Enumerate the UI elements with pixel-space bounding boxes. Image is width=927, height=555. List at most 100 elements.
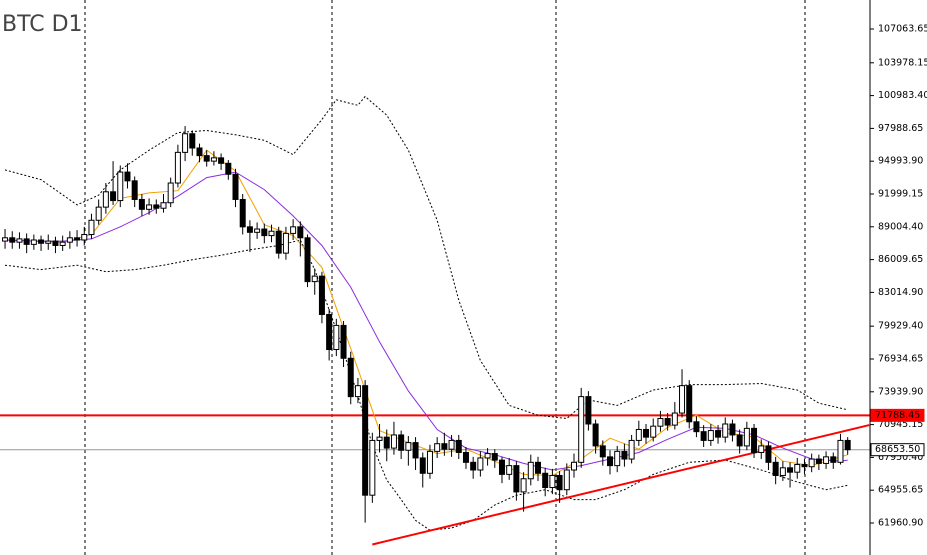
candle-body [2, 237, 9, 242]
band-line [4, 239, 848, 531]
price-axis-area [870, 0, 927, 555]
y-tick-label: 83014.90 [878, 287, 923, 298]
candle-body [138, 198, 145, 210]
candle-body [823, 456, 830, 464]
price-level-label: 71788.45 [875, 410, 920, 421]
candle-body [297, 226, 304, 239]
candle-body [679, 385, 686, 414]
candle-body [333, 324, 340, 351]
candle-body [239, 198, 246, 228]
candle-body [426, 450, 433, 474]
price-axis-labels: 107063.65 103978.15 100983.40 97988.65 94993… [870, 23, 927, 528]
candle-body [707, 430, 714, 441]
candle-body [268, 230, 275, 237]
candle-body [225, 162, 232, 175]
candle-body [383, 436, 390, 449]
candle-body [585, 396, 592, 425]
candle-body [38, 239, 45, 244]
candle-body [650, 425, 657, 438]
candle-body [830, 456, 837, 463]
candle-body [787, 467, 794, 473]
candle-body [167, 182, 174, 204]
candle-body [52, 240, 59, 246]
candle-body [376, 436, 383, 441]
candle-body [592, 423, 599, 447]
candle-body [110, 191, 117, 202]
candle-body [23, 238, 30, 245]
candle-body [196, 147, 203, 157]
candle-body [124, 171, 131, 182]
candle-body [45, 240, 52, 244]
candle-body [117, 171, 124, 202]
y-tick-label: 89004.40 [878, 221, 923, 232]
candle-body [174, 151, 181, 184]
candle-body [506, 465, 513, 475]
candle-body [16, 238, 23, 243]
y-tick-label: 61960.90 [878, 517, 923, 528]
candle-body [570, 461, 577, 471]
candle-body [628, 439, 635, 460]
candle-body [146, 204, 153, 210]
candle-body [671, 412, 678, 426]
y-tick-label: 94993.90 [878, 156, 923, 167]
candle-body [520, 478, 527, 493]
candle-body [232, 173, 239, 200]
candle-body [66, 237, 73, 243]
candle-body [405, 442, 412, 451]
y-tick-label: 64955.65 [878, 485, 923, 496]
candle-body [686, 385, 693, 423]
candle-body [246, 226, 253, 233]
candle-body [815, 458, 822, 464]
candle-body [189, 133, 196, 149]
candle-body [102, 191, 109, 208]
y-tick-label: 79929.40 [878, 321, 923, 332]
candle-body [513, 465, 520, 493]
candle-body [369, 439, 376, 496]
candle-body [657, 418, 664, 427]
candle-body [765, 445, 772, 463]
candle-body [729, 423, 736, 436]
candle-body [462, 451, 469, 463]
candle-body [390, 434, 397, 449]
candle-body [527, 461, 534, 480]
candle-body [282, 232, 289, 254]
candle-body [290, 226, 297, 234]
candle-body [59, 241, 66, 246]
candle-body [434, 443, 441, 452]
candle-body [614, 450, 621, 467]
candle-body [95, 206, 102, 221]
candle-body [455, 439, 462, 453]
candle-body [751, 427, 758, 453]
y-tick-label: 107063.65 [878, 23, 927, 34]
candle-body [736, 434, 743, 447]
candle-body [448, 439, 455, 450]
candle-body [477, 457, 484, 471]
candle-body [715, 430, 722, 438]
candle-body [549, 474, 556, 489]
chart-title: BTC D1 [2, 12, 83, 37]
candle-body [693, 421, 700, 433]
candle-body [30, 239, 37, 245]
y-tick-label: 100983.40 [878, 90, 927, 101]
y-tick-label: 86009.65 [878, 254, 923, 265]
y-tick-label: 103978.15 [878, 57, 927, 68]
candle-body [261, 228, 268, 237]
candle-body [340, 324, 347, 359]
candle-body [74, 237, 81, 241]
trendline [372, 424, 870, 546]
candle-body [398, 434, 405, 451]
candle-body [498, 459, 505, 475]
candle-body [563, 469, 570, 491]
y-tick-label: 91999.15 [878, 188, 923, 199]
candle-body [441, 443, 448, 450]
y-tick-label: 67950.40 [878, 452, 923, 463]
candle-body [412, 442, 419, 459]
candle-body [794, 464, 801, 473]
candle-body [254, 228, 261, 233]
price-level-box [870, 408, 925, 422]
candle-body [318, 275, 325, 315]
candle-body [779, 467, 786, 476]
candle-body [347, 357, 354, 398]
candle-body [304, 237, 311, 283]
